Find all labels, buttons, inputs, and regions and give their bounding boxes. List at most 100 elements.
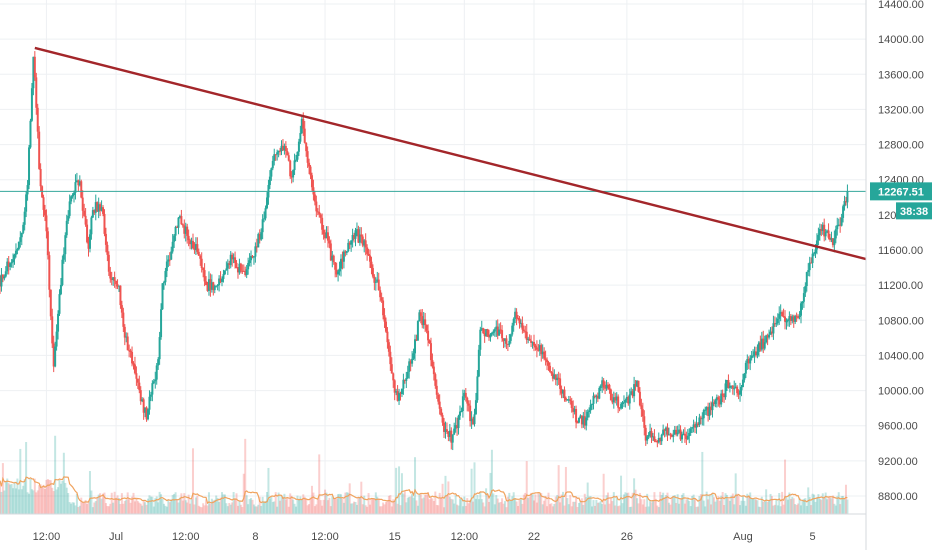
- volume-bar: [485, 488, 488, 514]
- volume-bar: [554, 496, 557, 514]
- volume-bar: [254, 506, 257, 514]
- candle-body: [274, 154, 277, 156]
- volume-bar: [176, 499, 179, 514]
- volume-bar: [593, 505, 596, 514]
- volume-bar: [633, 478, 636, 514]
- volume-bar: [290, 495, 293, 514]
- volume-bar: [736, 493, 739, 514]
- volume-bar: [768, 500, 771, 514]
- candle-body: [52, 343, 55, 367]
- volume-bar: [463, 496, 466, 514]
- volume-bar: [261, 496, 264, 514]
- volume-bar: [753, 499, 756, 514]
- volume-bar: [834, 505, 837, 514]
- volume-bar: [306, 505, 309, 514]
- candle-body: [517, 317, 520, 319]
- countdown-tag-background: [896, 202, 932, 220]
- candle-body: [257, 234, 260, 248]
- candle-body: [634, 384, 637, 387]
- candle-body: [120, 305, 123, 313]
- volume-bar: [636, 498, 639, 514]
- volume-bar: [496, 498, 499, 514]
- candle-body: [785, 321, 788, 323]
- candle-body: [70, 196, 73, 202]
- volume-bar: [723, 505, 726, 514]
- volume-bar: [296, 495, 299, 514]
- candle-layer: [0, 51, 849, 451]
- volume-bar: [229, 504, 232, 514]
- volume-bar: [22, 485, 25, 514]
- volume-bar: [3, 490, 6, 514]
- candle-body: [499, 329, 502, 331]
- volume-bar: [589, 496, 592, 514]
- volume-bar: [312, 492, 315, 514]
- volume-bar: [499, 502, 502, 514]
- volume-bar: [244, 438, 247, 514]
- volume-bar: [801, 501, 804, 514]
- candle-body: [57, 313, 60, 332]
- volume-bar: [231, 502, 234, 514]
- volume-bar: [839, 504, 842, 514]
- candle-body: [815, 240, 818, 250]
- candle-body: [544, 358, 547, 360]
- volume-bar: [402, 493, 405, 514]
- volume-bar: [715, 499, 718, 514]
- candle-body: [476, 376, 479, 401]
- volume-bar: [804, 498, 807, 514]
- candle-body: [281, 145, 284, 151]
- candle-body: [651, 436, 654, 438]
- volume-bar: [265, 491, 268, 514]
- volume-bar: [608, 503, 611, 514]
- candle-body: [184, 226, 187, 234]
- volume-bar: [544, 495, 547, 514]
- candle-body: [110, 278, 113, 281]
- candle-body: [665, 427, 668, 431]
- volume-bar: [644, 506, 647, 514]
- candle-body: [258, 234, 261, 240]
- volume-bar: [65, 487, 68, 514]
- candle-body: [411, 358, 414, 364]
- volume-bar: [77, 507, 80, 514]
- volume-bar: [106, 506, 109, 514]
- volume-bar: [83, 501, 86, 514]
- volume-bar: [534, 494, 537, 514]
- volume-bar: [707, 499, 710, 514]
- volume-bar: [779, 506, 782, 514]
- volume-bar: [396, 503, 399, 514]
- volume-bar: [54, 435, 57, 514]
- candle-body: [488, 336, 491, 338]
- candle-body: [724, 383, 727, 398]
- volume-bar: [39, 484, 42, 514]
- candle-body: [229, 254, 232, 265]
- candle-body: [74, 182, 77, 193]
- candle-body: [535, 347, 538, 350]
- volume-bar: [441, 483, 444, 514]
- candle-body: [744, 362, 747, 374]
- trendline[interactable]: [34, 46, 883, 265]
- candle-body: [583, 416, 586, 426]
- candle-body: [799, 303, 802, 316]
- candle-body: [190, 240, 193, 245]
- candle-body: [106, 244, 109, 255]
- candle-body: [659, 437, 662, 442]
- candle-body: [299, 133, 302, 142]
- candle-body: [776, 318, 779, 324]
- candle-body: [64, 235, 67, 255]
- candle-body: [62, 254, 65, 260]
- volume-bar: [395, 467, 398, 514]
- volume-bar: [292, 499, 295, 514]
- candle-body: [357, 229, 360, 243]
- volume-bar: [74, 505, 77, 514]
- volume-bar: [743, 500, 746, 514]
- candle-body: [59, 284, 62, 295]
- candle-body: [696, 423, 699, 426]
- volume-bar: [663, 497, 666, 514]
- candle-body: [818, 229, 821, 236]
- volume-bar: [131, 496, 134, 514]
- volume-bar: [818, 498, 821, 514]
- candle-body: [515, 311, 518, 318]
- candle-body: [759, 342, 762, 350]
- volume-bar: [488, 501, 491, 514]
